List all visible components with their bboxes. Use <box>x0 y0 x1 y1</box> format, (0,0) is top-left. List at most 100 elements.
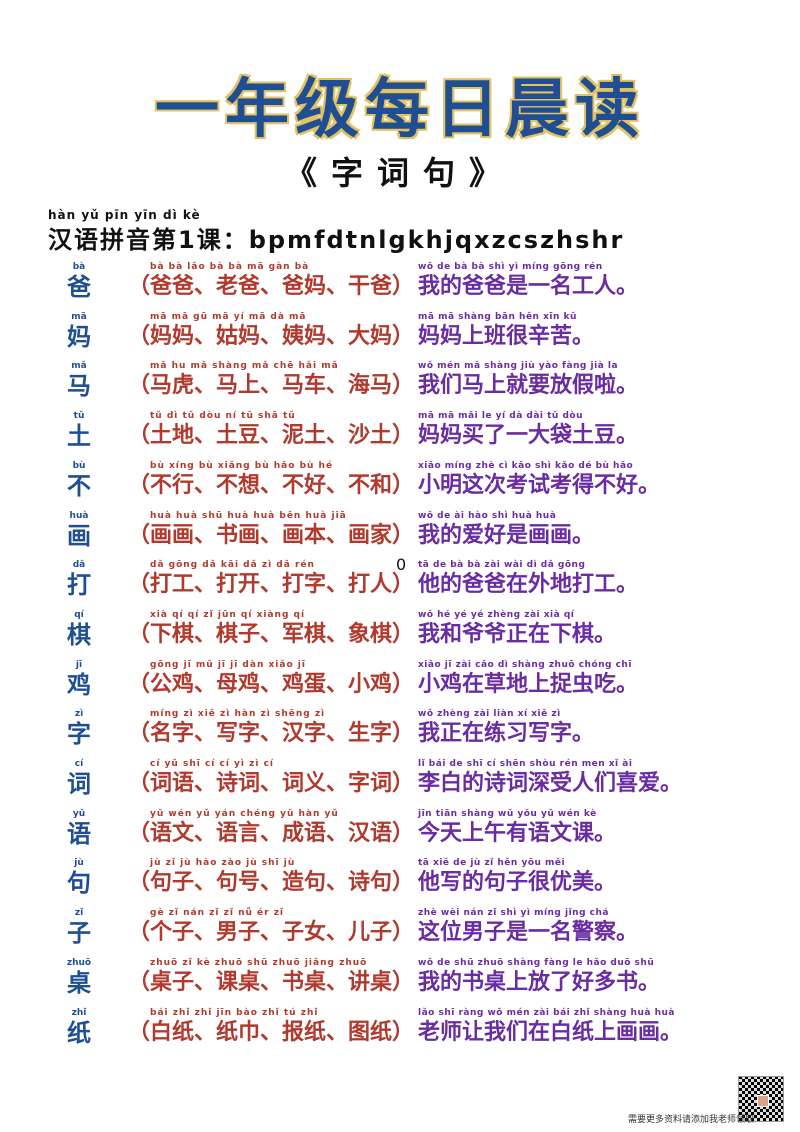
row-words-pinyin: huà huà shū huà huà běn huà jiā <box>150 511 347 521</box>
row-sentence-pinyin: xiǎo míng zhè cì kǎo shì kǎo dé bù hǎo <box>418 461 634 471</box>
table-row: cí 词 cí yǔ shī cí cí yì zì cí （词语、诗词、词义、字词）… <box>0 759 800 805</box>
table-row: yǔ 语 yǔ wén yǔ yán chéng yǔ hàn yǔ （语文、语言、成… <box>0 809 800 855</box>
main-title: 一年级每日晨读 <box>155 73 645 147</box>
row-character-text: 妈 <box>67 323 91 351</box>
row-words-pinyin: bù xíng bù xiǎng bù hǎo bù hé <box>150 461 334 471</box>
row-character-pinyin: jī <box>75 660 83 670</box>
table-row: zhuō 桌 zhuō zǐ kè zhuō shū zhuō jiǎng zhuō… <box>0 958 800 1004</box>
avatar <box>757 1095 769 1107</box>
row-character-text: 土 <box>67 422 91 450</box>
row-character-pinyin: huà <box>69 511 89 521</box>
table-row: zì 字 míng zì xiě zì hàn zì shēng zì （名字、写字、… <box>0 709 800 755</box>
row-character-pinyin: tǔ <box>73 411 85 421</box>
row-sentence-text: 老师让我们在白纸上画画。 <box>418 1020 683 1045</box>
row-character-text: 不 <box>67 472 91 500</box>
row-sentence-text: 我和爷爷正在下棋。 <box>418 622 617 647</box>
row-words-text: （白纸、纸巾、报纸、图纸） <box>128 1020 415 1045</box>
footer-note: 需要更多资料请添加我老师领取 <box>627 1115 754 1125</box>
row-sentence-pinyin: wǒ hé yé yé zhèng zài xià qí <box>418 610 575 620</box>
row-character-text: 马 <box>67 372 91 400</box>
row-character-pinyin: bù <box>72 461 86 471</box>
row-character-pinyin: zǐ <box>74 908 84 918</box>
row-character-pinyin: zhǐ <box>71 1008 87 1018</box>
row-words-pinyin: xià qí qí zǐ jūn qí xiàng qí <box>150 610 306 620</box>
row-character-pinyin: cí <box>74 759 84 769</box>
row-character-text: 句 <box>67 869 91 897</box>
row-sentence-pinyin: xiǎo jī zài cǎo dì shàng zhuō chóng chī <box>418 660 632 670</box>
row-character-pinyin: jù <box>74 858 84 868</box>
lesson-pinyin: hàn yǔ pīn yīn dì kè <box>48 208 201 222</box>
table-row: zhǐ 纸 bái zhǐ zhǐ jīn bào zhǐ tú zhǐ （白纸、纸巾… <box>0 1008 800 1054</box>
row-character-pinyin: yǔ <box>72 809 86 819</box>
row-sentence-pinyin: tā xiě de jù zǐ hěn yōu měi <box>418 858 566 868</box>
row-words-pinyin: zhuō zǐ kè zhuō shū zhuō jiǎng zhuō <box>150 958 368 968</box>
row-character-text: 鸡 <box>67 671 91 699</box>
row-words-pinyin: bái zhǐ zhǐ jīn bào zhǐ tú zhǐ <box>150 1008 319 1018</box>
row-character-pinyin: mǎ <box>71 361 87 371</box>
row-words-text: （马虎、马上、马车、海马） <box>128 373 415 398</box>
table-row: jī 鸡 gōng jī mǔ jī jī dàn xiǎo jī （公鸡、母鸡、鸡蛋… <box>0 660 800 706</box>
row-words-text: （下棋、棋子、军棋、象棋） <box>128 622 415 647</box>
row-sentence-pinyin: wǒ mén mǎ shàng jiù yào fàng jià la <box>418 361 619 371</box>
row-words-text: （句子、句号、造句、诗句） <box>128 870 415 895</box>
row-sentence-pinyin: zhè wèi nán zǐ shì yì míng jǐng chá <box>418 908 609 918</box>
row-words-text: （桌子、课桌、书桌、讲桌） <box>128 970 415 995</box>
row-words-text: （打工、打开、打字、打人） <box>128 572 415 597</box>
row-character-text: 字 <box>67 720 91 748</box>
row-sentence-pinyin: wǒ de bà bà shì yì míng gōng rén <box>418 262 603 272</box>
row-sentence-text: 我的爱好是画画。 <box>418 523 595 548</box>
row-character-text: 词 <box>67 770 91 798</box>
table-row: bù 不 bù xíng bù xiǎng bù hǎo bù hé （不行、不想、不… <box>0 461 800 507</box>
table-row: bà 爸 bà bà lǎo bà bà mā gàn bà （爸爸、老爸、爸妈、干爸… <box>0 262 800 308</box>
row-words-text: （不行、不想、不好、不和） <box>128 473 415 498</box>
table-row: mā 妈 mā mā gū mā yí mā dà mā （妈妈、姑妈、姨妈、大妈） m… <box>0 312 800 358</box>
row-sentence-text: 他写的句子很优美。 <box>418 870 617 895</box>
row-words-text: （爸爸、老爸、爸妈、干爸） <box>128 274 415 299</box>
row-sentence-pinyin: tā de bà bà zài wài dì dǎ gōng <box>418 560 586 570</box>
row-words-text: （妈妈、姑妈、姨妈、大妈） <box>128 324 415 349</box>
row-words-text: （语文、语言、成语、汉语） <box>128 821 415 846</box>
table-row: tǔ 土 tǔ dì tǔ dòu ní tǔ shā tǔ （土地、土豆、泥土、沙土… <box>0 411 800 457</box>
row-sentence-text: 我的书桌上放了好多书。 <box>418 970 661 995</box>
row-character-pinyin: zhuō <box>66 958 92 968</box>
row-sentence-pinyin: lǎo shī ràng wǒ mén zài bái zhǐ shàng hu… <box>418 1008 675 1018</box>
row-character-text: 语 <box>67 820 91 848</box>
row-sentence-text: 他的爸爸在外地打工。 <box>418 572 639 597</box>
row-sentence-text: 我们马上就要放假啦。 <box>418 373 639 398</box>
row-sentence-pinyin: wǒ zhèng zài liàn xí xiě zì <box>418 709 561 719</box>
row-sentence-text: 今天上午有语文课。 <box>418 821 617 846</box>
table-row: huà 画 huà huà shū huà huà běn huà jiā （画画、书… <box>0 511 800 557</box>
row-words-text: （个子、男子、子女、儿子） <box>128 920 415 945</box>
subtitle: 《字词句》 <box>284 154 515 192</box>
table-row: mǎ 马 mǎ hu mǎ shàng mǎ chē hǎi mǎ （马虎、马上、马车… <box>0 361 800 407</box>
row-words-pinyin: jù zǐ jù hào zào jù shī jù <box>150 858 296 868</box>
row-sentence-pinyin: wǒ de ài hào shì huà huà <box>418 511 557 521</box>
row-words-text: （公鸡、母鸡、鸡蛋、小鸡） <box>128 672 415 697</box>
row-words-pinyin: dǎ gōng dǎ kāi dǎ zì dǎ rén <box>150 560 315 570</box>
row-sentence-pinyin: lǐ bái de shī cí shēn shòu rén men xǐ ài <box>418 759 633 769</box>
row-character-text: 桌 <box>67 969 91 997</box>
row-sentence-pinyin: mā mā shàng bān hěn xīn kǔ <box>418 312 577 322</box>
row-sentence-text: 我的爸爸是一名工人。 <box>418 274 639 299</box>
table-row: qí 棋 xià qí qí zǐ jūn qí xiàng qí （下棋、棋子、军棋… <box>0 610 800 656</box>
row-words-pinyin: gōng jī mǔ jī jī dàn xiǎo jī <box>150 660 306 670</box>
row-words-text: （词语、诗词、词义、字词） <box>128 771 415 796</box>
row-character-text: 打 <box>67 571 91 599</box>
row-words-pinyin: cí yǔ shī cí cí yì zì cí <box>150 759 275 769</box>
row-sentence-text: 小明这次考试考得不好。 <box>418 473 661 498</box>
row-character-text: 纸 <box>67 1019 91 1047</box>
row-words-pinyin: gè zǐ nán zǐ zǐ nǚ ér zǐ <box>150 908 285 918</box>
row-words-pinyin: bà bà lǎo bà bà mā gàn bà <box>150 262 310 272</box>
row-words-pinyin: mǎ hu mǎ shàng mǎ chē hǎi mǎ <box>150 361 339 371</box>
row-character-pinyin: dǎ <box>72 560 86 570</box>
row-words-text: （名字、写字、汉字、生字） <box>128 721 415 746</box>
row-character-text: 棋 <box>67 621 91 649</box>
row-words-text: （画画、书画、画本、画家） <box>128 523 415 548</box>
row-character-text: 爸 <box>67 273 91 301</box>
row-sentence-text: 妈妈买了一大袋土豆。 <box>418 423 639 448</box>
table-row: dǎ 打 dǎ gōng dǎ kāi dǎ zì dǎ rén （打工、打开、打字、… <box>0 560 800 606</box>
qr-code-icon <box>738 1076 784 1122</box>
row-character-pinyin: bà <box>72 262 86 272</box>
stray-mark: 0 <box>396 555 407 574</box>
row-sentence-pinyin: wǒ de shū zhuō shàng fàng le hǎo duō shū <box>418 958 655 968</box>
